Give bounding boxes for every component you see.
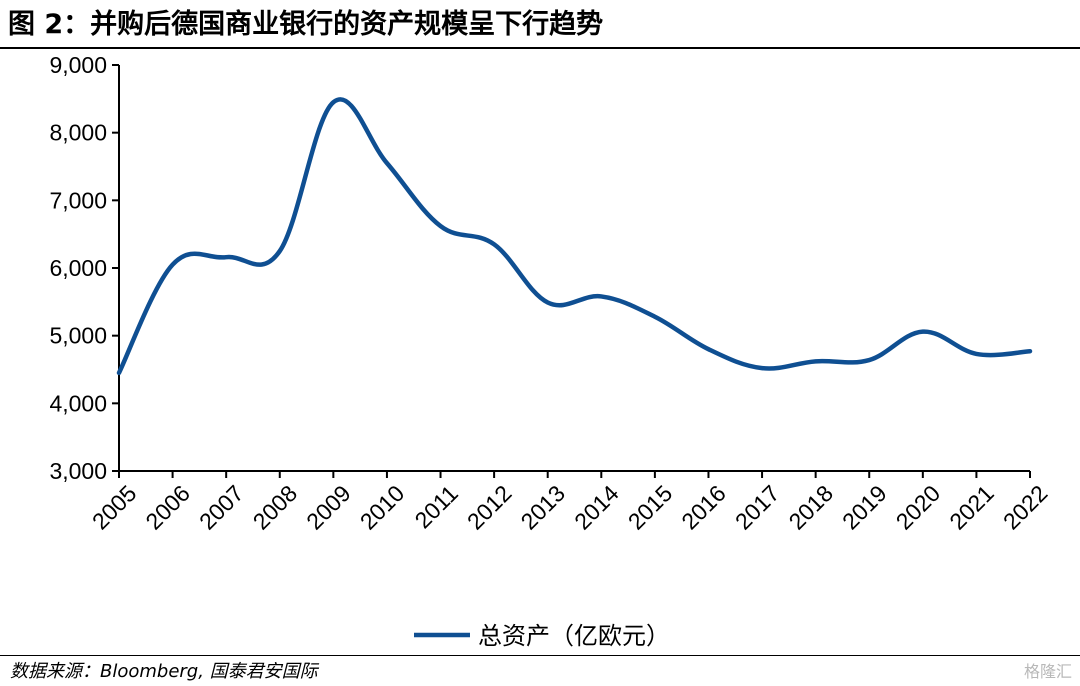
x-tick-label: 2009: [301, 480, 356, 535]
x-tick-label: 2022: [998, 480, 1053, 535]
y-tick-label: 7,000: [49, 187, 107, 213]
figure-title: 图 2：并购后德国商业银行的资产规模呈下行趋势: [8, 9, 604, 40]
x-tick-label: 2006: [140, 480, 195, 535]
x-tick-label: 2015: [623, 480, 678, 535]
x-tick-label: 2020: [891, 480, 946, 535]
x-tick-label: 2005: [87, 480, 142, 535]
series-group: [116, 97, 1033, 376]
x-tick-label: 2013: [516, 480, 571, 535]
x-tick-label: 2017: [730, 480, 785, 535]
y-axis: 3,000 4,000 5,000 6,000 7,000 8,000 9,000: [49, 52, 120, 484]
footer-divider: [0, 655, 1080, 656]
y-tick-label: 3,000: [49, 458, 107, 484]
y-tick-label: 8,000: [49, 120, 107, 146]
y-tick-label: 5,000: [49, 323, 107, 349]
series-line: [116, 97, 1033, 376]
x-tick-label: 2008: [248, 480, 303, 535]
title-divider: [0, 47, 1080, 49]
x-tick-label: 2018: [783, 480, 838, 535]
y-tick-label: 9,000: [49, 52, 107, 78]
line-chart: 3,000 4,000 5,000 6,000 7,000 8,000 9,000 2005…: [49, 52, 1053, 650]
x-tick-label: 2014: [569, 480, 624, 535]
x-tick-label: 2010: [355, 480, 410, 535]
x-tick-label: 2016: [676, 480, 731, 535]
y-tick-label: 4,000: [49, 390, 107, 416]
x-tick-label: 2019: [837, 480, 892, 535]
x-tick-label: 2007: [194, 480, 249, 535]
y-tick-label: 6,000: [49, 255, 107, 281]
x-axis: 2005 2006 2007 2008 2009 2010 2011 2012 2013 2014…: [87, 470, 1053, 535]
x-tick-label: 2021: [944, 480, 999, 535]
x-tick-label: 2011: [410, 480, 463, 533]
x-tick-label: 2012: [462, 480, 517, 535]
source-note: 数据来源：Bloomberg, 国泰君安国际: [10, 661, 318, 682]
legend-label: 总资产（亿欧元）: [478, 622, 670, 650]
watermark: 格隆汇: [1023, 662, 1072, 681]
legend: 总资产（亿欧元）: [414, 622, 670, 650]
